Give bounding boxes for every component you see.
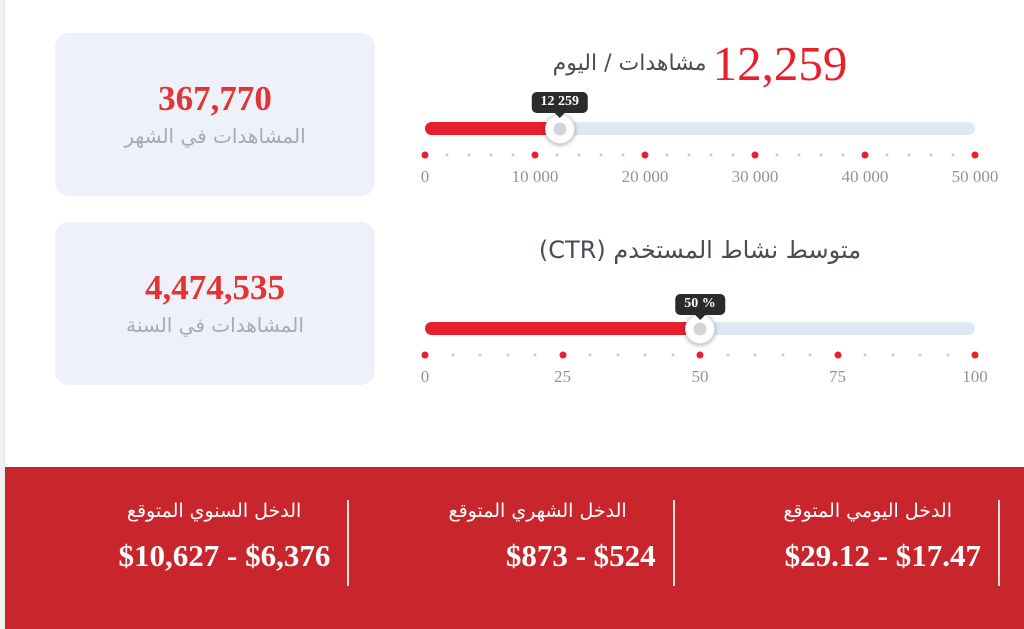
minor-tick-dot (781, 353, 784, 357)
minor-tick-dot (929, 153, 933, 157)
monthly-views-card: 367,770 المشاهدات في الشهر (55, 33, 375, 196)
views-slider-tooltip: 12 259 (531, 92, 588, 113)
tick-label: 20 000 (621, 167, 669, 186)
minor-tick-dot (577, 153, 581, 157)
minor-tick-dot (467, 153, 471, 157)
minor-tick-dot (671, 353, 674, 357)
monthly-income-column: الدخل الشهري المتوقع $873 - $524 (349, 500, 675, 586)
minor-tick-dot (533, 353, 537, 357)
minor-tick-dot (599, 153, 603, 157)
major-tick-dot (696, 351, 704, 359)
minor-tick-dot (797, 153, 801, 157)
minor-tick-dot (555, 153, 559, 157)
views-slider-scale: 0 10 000 20 000 30 000 40 000 50 000 (421, 167, 999, 187)
minor-tick-dot (946, 353, 949, 357)
sliders-panel: 12,259 مشاهدات / اليوم 12 259 0 10 000 20 … (421, 0, 999, 430)
views-slider-ticks (421, 151, 979, 159)
tick-label: 50 (691, 367, 709, 386)
views-slider-track[interactable] (425, 113, 975, 144)
minor-tick-dot (478, 353, 482, 357)
views-per-day-label: مشاهدات / اليوم (552, 50, 707, 76)
yearly-views-label: المشاهدات في السنة (126, 313, 304, 337)
tick-label: 30 000 (731, 167, 779, 186)
major-tick-dot (559, 351, 566, 359)
yearly-income-value: $10,627 - $6,376 (118, 538, 331, 573)
yearly-income-column: الدخل السنوي المتوقع $10,627 - $6,376 (24, 500, 350, 586)
minor-tick-dot (731, 153, 735, 157)
ctr-title: متوسط نشاط المستخدم (CTR) (538, 236, 862, 264)
views-per-day-value: 12,259 (712, 35, 848, 91)
ctr-slider-ticks (421, 351, 979, 359)
major-tick-dot (834, 351, 841, 359)
minor-tick-dot (907, 153, 911, 157)
minor-tick-dot (726, 353, 729, 357)
monthly-income-label: الدخل الشهري المتوقع (448, 500, 627, 522)
yearly-views-value: 4,474,535 (145, 268, 285, 307)
daily-income-column: الدخل اليومي المتوقع $29.12 - $17.47 (675, 500, 1000, 586)
major-tick-dot (751, 151, 759, 159)
minor-tick-dot (588, 353, 592, 357)
tick-label: 25 (554, 367, 571, 386)
minor-tick-dot (511, 153, 515, 157)
minor-tick-dot (808, 353, 812, 357)
major-tick-dot (971, 351, 979, 359)
minor-tick-dot (451, 353, 454, 357)
views-slider-fill (425, 122, 560, 135)
minor-tick-dot (951, 153, 955, 157)
yearly-views-card: 4,474,535 المشاهدات في السنة (55, 222, 375, 385)
tick-label: 100 (962, 367, 988, 386)
minor-tick-dot (621, 153, 625, 157)
minor-tick-dot (445, 153, 449, 157)
tick-label: 10 000 (511, 167, 559, 186)
minor-tick-dot (709, 153, 713, 157)
major-tick-dot (421, 351, 429, 359)
views-per-day-title: 12,259 مشاهدات / اليوم (425, 34, 975, 92)
minor-tick-dot (687, 153, 691, 157)
daily-income-label: الدخل اليومي المتوقع (783, 500, 952, 522)
minor-tick-dot (819, 153, 823, 157)
minor-tick-dot (863, 353, 867, 357)
daily-income-value: $29.12 - $17.47 (784, 538, 981, 573)
tick-label: 50 000 (951, 167, 999, 186)
major-tick-dot (971, 151, 979, 159)
views-slider-handle[interactable] (544, 113, 575, 144)
yearly-income-label: الدخل السنوي المتوقع (126, 500, 302, 522)
minor-tick-dot (841, 153, 845, 157)
minor-tick-dot (665, 153, 669, 157)
monthly-income-value: $873 - $524 (505, 538, 656, 573)
monthly-views-label: المشاهدات في الشهر (124, 124, 306, 148)
tick-label: 75 (829, 367, 846, 386)
views-slider-tooltip-text: 12 259 (540, 94, 580, 109)
major-tick-dot (531, 151, 539, 159)
minor-tick-dot (489, 153, 493, 157)
tick-label: 0 (420, 167, 430, 186)
minor-tick-dot (775, 153, 779, 157)
minor-tick-dot (616, 353, 619, 357)
minor-tick-dot (918, 353, 922, 357)
ctr-slider-scale: 0 25 50 75 100 (421, 367, 988, 387)
minor-tick-dot (891, 353, 894, 357)
minor-tick-dot (885, 153, 889, 157)
earnings-columns: الدخل اليومي المتوقع $29.12 - $17.47 الد… (24, 467, 1000, 586)
major-tick-dot (421, 151, 429, 159)
ctr-slider-track[interactable] (425, 313, 975, 344)
ctr-slider-fill (425, 322, 700, 335)
minor-tick-dot (643, 353, 647, 357)
minor-tick-dot (753, 353, 757, 357)
minor-tick-dot (506, 353, 509, 357)
tick-label: 0 (420, 367, 430, 386)
tick-label: 40 000 (841, 167, 889, 186)
ctr-slider-tooltip: 50 % (675, 294, 725, 315)
major-tick-dot (861, 151, 869, 159)
earnings-bar: الدخل اليومي المتوقع $29.12 - $17.47 الد… (0, 467, 1024, 629)
left-scrollbar[interactable] (0, 0, 5, 629)
monthly-views-value: 367,770 (158, 79, 272, 118)
major-tick-dot (641, 151, 649, 159)
ctr-slider-tooltip-text: 50 % (684, 296, 716, 311)
